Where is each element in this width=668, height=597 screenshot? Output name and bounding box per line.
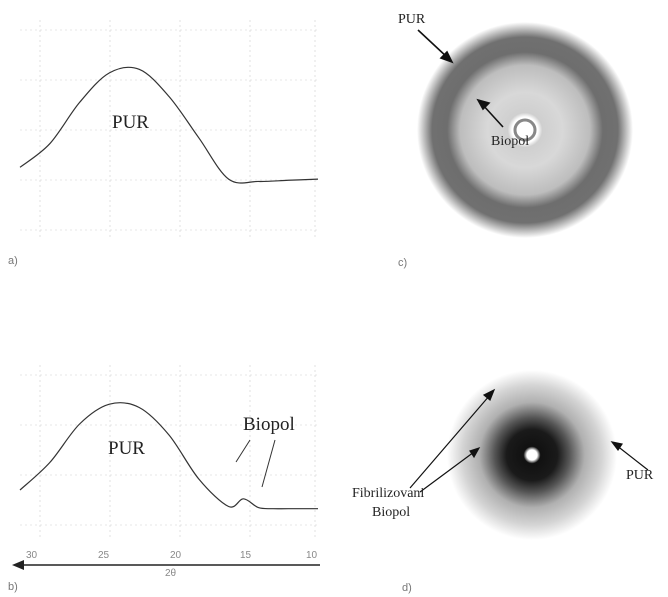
- panel-c-beamstop: [513, 118, 537, 142]
- panel-b-axis-label: 2θ: [165, 568, 177, 579]
- panel-c-inner-label: Biopol: [491, 134, 530, 149]
- panel-b-tick: 25: [98, 550, 110, 561]
- panel-b-curve: [19, 402, 318, 510]
- panel-d-outer-label: PUR: [626, 468, 654, 483]
- panel-b-label: b): [8, 581, 18, 593]
- panel-a-curve: [19, 66, 319, 184]
- panel-c-label: c): [398, 257, 408, 269]
- panel-b-peak-label: Biopol: [243, 414, 295, 435]
- panel-b-tick: 20: [170, 550, 182, 561]
- panel-b-tick: 10: [306, 550, 318, 561]
- panel-b-tick: 15: [240, 550, 252, 561]
- panel-b-axis-arrow: [12, 560, 320, 570]
- panel-d-arrows: [409, 388, 649, 493]
- panel-c-arrows: [417, 29, 504, 128]
- panel-c-outer-label: PUR: [398, 12, 426, 27]
- panel-b-grid: [20, 365, 320, 540]
- panel-b-tick: 30: [26, 550, 38, 561]
- panel-b-peak-arrows: [235, 439, 276, 488]
- panel-d-fibril-label-2: Biopol: [372, 505, 411, 520]
- panel-b-curve-label: PUR: [108, 438, 145, 459]
- panel-a-curve-label: PUR: [112, 112, 149, 133]
- panel-a-label: a): [8, 255, 18, 267]
- panel-d-fibril-label: Fibrilizovani: [352, 486, 425, 501]
- panel-a-grid: [20, 20, 320, 240]
- panel-d-label: d): [402, 582, 412, 594]
- panel-d-beamstop: [527, 450, 537, 460]
